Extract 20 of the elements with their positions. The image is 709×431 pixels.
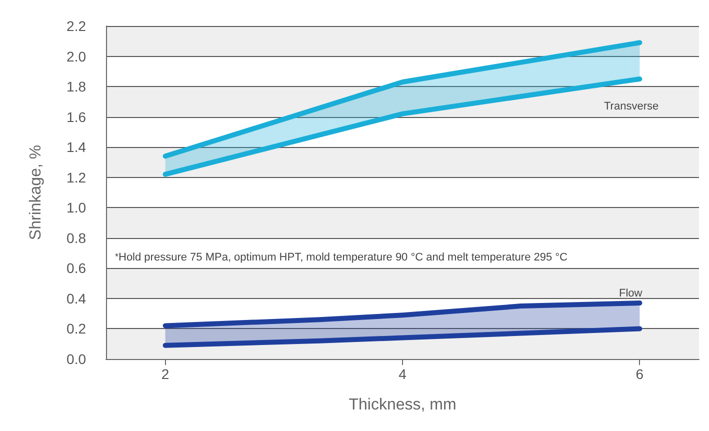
y-tick-label: 1.6 xyxy=(66,108,86,125)
y-tick-label: 1.8 xyxy=(66,78,86,95)
y-tick-label: 0.2 xyxy=(66,320,86,337)
y-tick-label: 1.0 xyxy=(66,200,86,216)
y-tick-label: 1.4 xyxy=(66,139,86,156)
y-tick-label: 0.6 xyxy=(66,260,86,276)
y-tick-label: 2.0 xyxy=(66,48,86,64)
x-tick-label: 2 xyxy=(161,366,170,382)
x-axis-title: Thickness, mm xyxy=(348,396,456,414)
x-tick-label: 6 xyxy=(636,366,644,382)
y-tick-label: 2.2 xyxy=(66,18,86,34)
y-tick-label: 0.8 xyxy=(66,230,86,246)
y-tick-label: 1.2 xyxy=(66,169,86,186)
y-tick-label: 0.0 xyxy=(66,351,86,367)
annotation: Flow xyxy=(619,288,642,300)
y-tick-label: 0.4 xyxy=(66,290,86,306)
y-axis-title: Shrinkage, % xyxy=(28,144,44,240)
x-tick-label: 4 xyxy=(398,366,407,382)
annotation: Transverse xyxy=(604,100,659,112)
annotation: *Hold pressure 75 MPa, optimum HPT, mold temperature 90 °C and melt temperature 295 °C xyxy=(115,252,568,264)
